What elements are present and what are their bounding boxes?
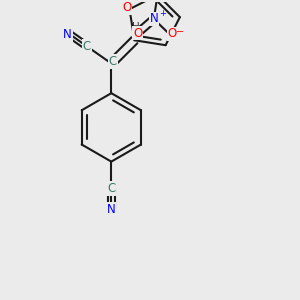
Text: C: C xyxy=(109,56,117,68)
Text: C: C xyxy=(83,40,91,53)
Text: O: O xyxy=(133,26,142,40)
Text: N: N xyxy=(63,28,72,41)
Text: −: − xyxy=(176,27,184,37)
Text: O: O xyxy=(167,27,177,40)
Text: H: H xyxy=(132,22,140,32)
Text: +: + xyxy=(159,9,166,18)
Text: O: O xyxy=(122,1,131,14)
Text: N: N xyxy=(107,203,116,216)
Text: N: N xyxy=(149,13,158,26)
Text: C: C xyxy=(107,182,116,195)
